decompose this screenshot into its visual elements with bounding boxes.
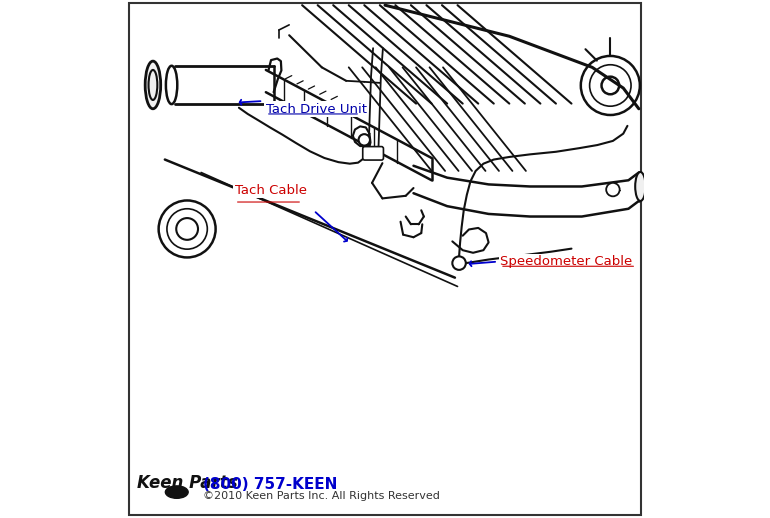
Circle shape bbox=[359, 134, 370, 146]
Text: ©2010 Keen Parts Inc. All Rights Reserved: ©2010 Keen Parts Inc. All Rights Reserve… bbox=[203, 491, 440, 501]
Ellipse shape bbox=[166, 486, 188, 498]
Circle shape bbox=[606, 183, 620, 196]
Text: (800) 757-KEEN: (800) 757-KEEN bbox=[203, 477, 337, 492]
Text: Tach Drive Unit: Tach Drive Unit bbox=[266, 103, 367, 116]
Text: Speedometer Cable: Speedometer Cable bbox=[500, 255, 632, 268]
Text: Tach Cable: Tach Cable bbox=[235, 184, 306, 197]
Ellipse shape bbox=[146, 61, 161, 109]
Ellipse shape bbox=[635, 172, 645, 201]
Text: Keen Parts: Keen Parts bbox=[137, 474, 238, 492]
Circle shape bbox=[452, 256, 466, 270]
FancyBboxPatch shape bbox=[363, 147, 383, 160]
